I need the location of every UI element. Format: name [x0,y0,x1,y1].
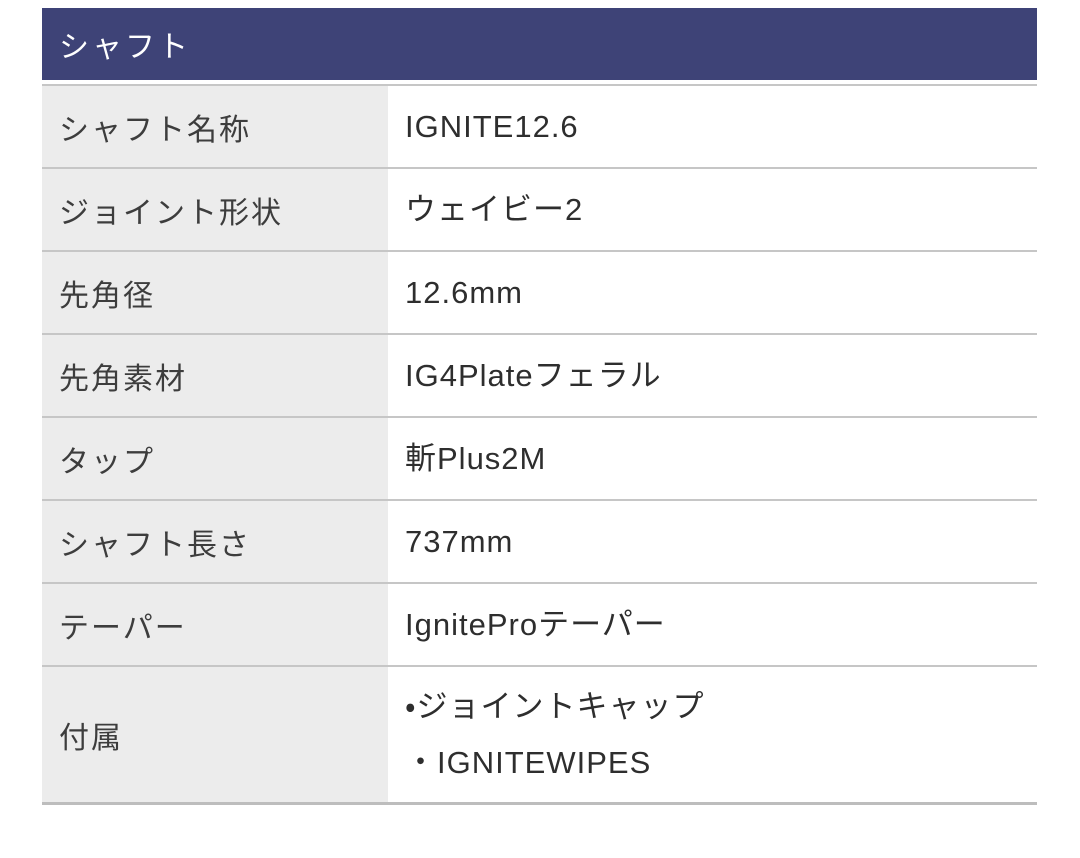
spec-row-shaft-length: シャフト長さ 737mm [42,499,1037,582]
spec-row-accessories: 付属 ・ジョイントキャップ ・IGNITEWIPES [42,665,1037,805]
spec-value-line: IG4Plateフェラル [405,357,662,393]
spec-value-line: IgniteProテーパー [405,606,666,642]
spec-value: 737mm [388,501,1037,582]
spec-row-ferrule-material: 先角素材 IG4Plateフェラル [42,333,1037,416]
spec-value-line: 12.6mm [405,274,523,310]
spec-label: シャフト長さ [42,501,388,582]
spec-value: ・ジョイントキャップ ・IGNITEWIPES [388,667,1037,802]
spec-value-line: 斬Plus2M [405,440,547,476]
shaft-spec-table: シャフト シャフト名称 IGNITE12.6 ジョイント形状 ウェイビー2 先角… [42,8,1037,805]
section-title: シャフト [59,31,191,64]
spec-row-taper: テーパー IgniteProテーパー [42,582,1037,665]
spec-row-joint-shape: ジョイント形状 ウェイビー2 [42,167,1037,250]
spec-value: 12.6mm [388,252,1037,333]
spec-row-shaft-name: シャフト名称 IGNITE12.6 [42,84,1037,167]
spec-row-tip: タップ 斬Plus2M [42,416,1037,499]
spec-label: 先角素材 [42,335,388,416]
spec-value: IG4Plateフェラル [388,335,1037,416]
spec-value: ウェイビー2 [388,169,1037,250]
spec-row-tip-diameter: 先角径 12.6mm [42,250,1037,333]
spec-value: 斬Plus2M [388,418,1037,499]
spec-value: IgniteProテーパー [388,584,1037,665]
spec-label: 付属 [42,667,388,802]
spec-value-line: ・ジョイントキャップ [405,688,705,724]
spec-value-line: 737mm [405,523,514,559]
spec-label: テーパー [42,584,388,665]
spec-value: IGNITE12.6 [388,86,1037,167]
section-header: シャフト [42,8,1037,80]
spec-label: 先角径 [42,252,388,333]
spec-value-line: IGNITE12.6 [405,108,579,144]
spec-value-line: ・IGNITEWIPES [405,744,652,780]
spec-value-line: ウェイビー2 [405,191,584,227]
spec-label: シャフト名称 [42,86,388,167]
header-divider [42,80,1037,84]
spec-label: ジョイント形状 [42,169,388,250]
spec-label: タップ [42,418,388,499]
